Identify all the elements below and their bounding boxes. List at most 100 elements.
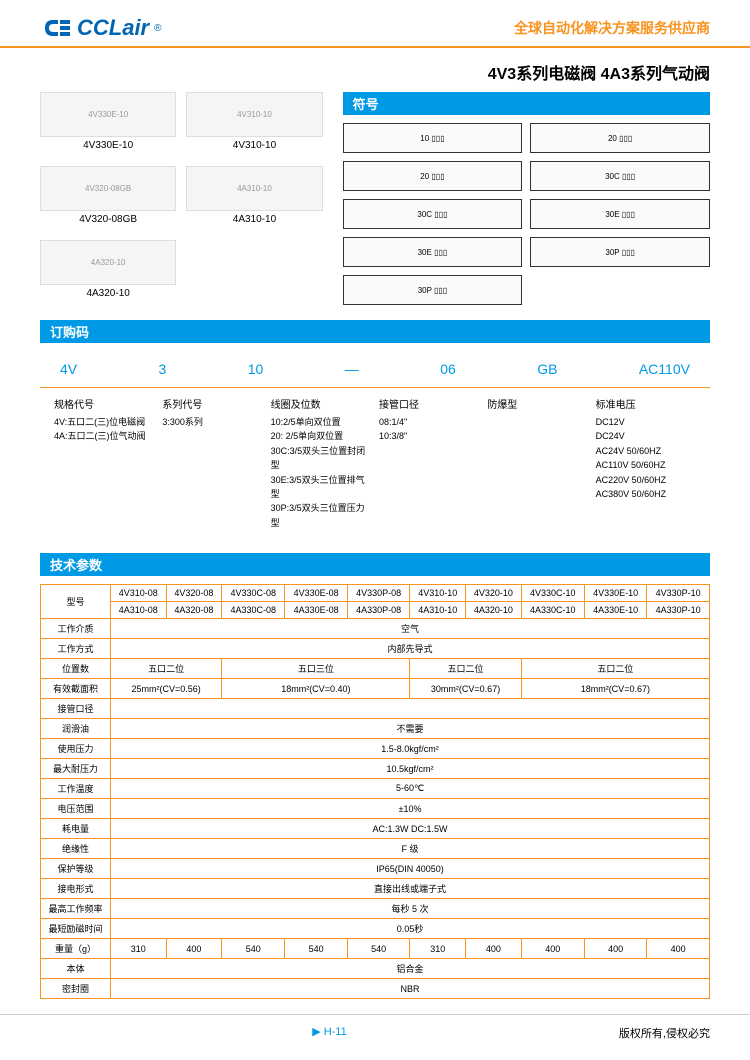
product-label: 4V310-10 [186,140,322,151]
copyright: 版权所有,侵权必究 [619,1025,710,1041]
order-col-line: 10:2/5单向双位置 [271,415,371,429]
row-label: 重量（g） [41,939,111,959]
row-label: 工作方式 [41,639,111,659]
table-row: 有效截面积25mm²(CV=0.56)18mm²(CV=0.40)30mm²(C… [41,679,710,699]
table-row: 密封圈NBR [41,979,710,999]
order-col-line: AC110V 50/60HZ [596,458,696,472]
product-item: 4A310-104A310-10 [186,166,322,225]
row-label: 工作介质 [41,619,111,639]
logo-icon [40,15,72,41]
row-label: 最大耐压力 [41,759,111,779]
table-row: 最大耐压力10.5kgf/cm² [41,759,710,779]
order-col-line: 3:300系列 [162,415,262,429]
model-cell: 4A330E-08 [285,602,348,619]
table-row: 接管口径 [41,699,710,719]
product-item: 4A320-104A320-10 [40,240,176,299]
table-row: 接电形式直接出线或端子式 [41,879,710,899]
symbol-diagram: 20 ▯▯▯ [343,161,523,191]
model-cell: 4V320-10 [466,585,522,602]
order-codes-row: 4V310—06GBAC110V [40,351,710,388]
order-col-line: AC380V 50/60HZ [596,487,696,501]
table-row: 使用压力1.5-8.0kgf/cm² [41,739,710,759]
footer: ▶ H-11 版权所有,侵权必究 [0,1014,750,1051]
order-code: 06 [440,361,456,377]
row-label: 密封圈 [41,979,111,999]
order-column: 规格代号4V:五口二(三)位电磁阀4A:五口二(三)位气动阀 [50,396,158,444]
spec-cell: 不需要 [111,719,710,739]
order-col-line: DC12V [596,415,696,429]
spec-cell: 540 [222,939,285,959]
content: 4V330E-104V330E-104V310-104V310-104V320-… [0,92,750,999]
model-cell: 4A330C-10 [521,602,584,619]
spec-cell: 五口三位 [222,659,410,679]
main-title: 4V3系列电磁阀 4A3系列气动阀 [488,66,710,83]
header: CCLair ® 全球自动化解决方案服务供应商 [0,0,750,48]
product-image: 4V310-10 [186,92,322,137]
product-image: 4A310-10 [186,166,322,211]
row-label: 有效截面积 [41,679,111,699]
logo-trademark: ® [154,23,161,34]
model-cell: 4V330P-10 [647,585,710,602]
row-label: 最高工作频率 [41,899,111,919]
product-label: 4A320-10 [40,288,176,299]
order-col-line: 08:1/4" [379,415,479,429]
section-order: 订购码 [40,320,710,343]
row-label: 本体 [41,959,111,979]
spec-cell: 0.05秒 [111,919,710,939]
spec-cell: 每秒 5 次 [111,899,710,919]
spec-cell: 18mm²(CV=0.40) [222,679,410,699]
model-cell: 4A330C-08 [222,602,285,619]
row-label: 位置数 [41,659,111,679]
model-cell: 4A330P-10 [647,602,710,619]
row-label: 保护等级 [41,859,111,879]
logo: CCLair ® [40,15,162,41]
order-col-line: 20: 2/5单向双位置 [271,429,371,443]
spec-cell: 25mm²(CV=0.56) [111,679,222,699]
product-label: 4V330E-10 [40,140,176,151]
spec-cell: 五口二位 [410,659,521,679]
model-cell: 4A330P-08 [347,602,410,619]
table-row: 本体铝合金 [41,959,710,979]
table-row: 最短励磁时间0.05秒 [41,919,710,939]
table-row: 重量（g）310400540540540310400400400400 [41,939,710,959]
table-row: 最高工作频率每秒 5 次 [41,899,710,919]
product-image: 4V320-08GB [40,166,176,211]
spec-cell: 铝合金 [111,959,710,979]
product-item: 4V310-10 4V310-10 [186,92,322,151]
order-col-line: 4A:五口二(三)位气动阀 [54,429,154,443]
symbol-diagram: 30E ▯▯▯ [343,237,523,267]
order-col-title: 防爆型 [487,396,587,411]
spec-cell: 400 [166,939,222,959]
row-label: 使用压力 [41,739,111,759]
products-section: 4V330E-104V330E-104V310-104V310-104V320-… [40,92,710,305]
order-col-line: 4V:五口二(三)位电磁阀 [54,415,154,429]
table-row: 工作温度5-60℃ [41,779,710,799]
order-code: 3 [159,361,167,377]
spec-table: 型号4V310-084V320-084V330C-084V330E-084V33… [40,584,710,999]
spec-cell: 400 [466,939,522,959]
order-code: AC110V [639,361,690,377]
spec-cell: 5-60℃ [111,779,710,799]
model-cell: 4V320-08 [166,585,222,602]
order-column: 标准电压DC12VDC24VAC24V 50/60HZAC110V 50/60H… [592,396,700,501]
spec-cell: 540 [347,939,410,959]
symbol-diagram: 10 ▯▯▯ [343,123,523,153]
order-col-line: 30E:3/5双头三位置排气型 [271,473,371,502]
order-code: 4V [60,361,77,377]
order-column: 系列代号3:300系列 [158,396,266,429]
table-row: 工作方式内部先导式 [41,639,710,659]
model-cell: 4V330C-08 [222,585,285,602]
row-label: 耗电量 [41,819,111,839]
spec-section: 技术参数 型号4V310-084V320-084V330C-084V330E-0… [40,553,710,999]
order-column: 接管口径08:1/4"10:3/8" [375,396,483,444]
product-item: 4V330E-104V330E-10 [40,92,176,151]
table-row: 绝缘性F 级 [41,839,710,859]
model-cell: 4A330E-10 [584,602,647,619]
model-cell: 4A310-10 [410,602,466,619]
model-cell: 4V330E-08 [285,585,348,602]
order-col-line: AC220V 50/60HZ [596,473,696,487]
model-cell: 4A310-08 [111,602,167,619]
symbol-diagram: 20 ▯▯▯ [530,123,710,153]
order-col-line: AC24V 50/60HZ [596,444,696,458]
spec-cell: 五口二位 [521,659,709,679]
